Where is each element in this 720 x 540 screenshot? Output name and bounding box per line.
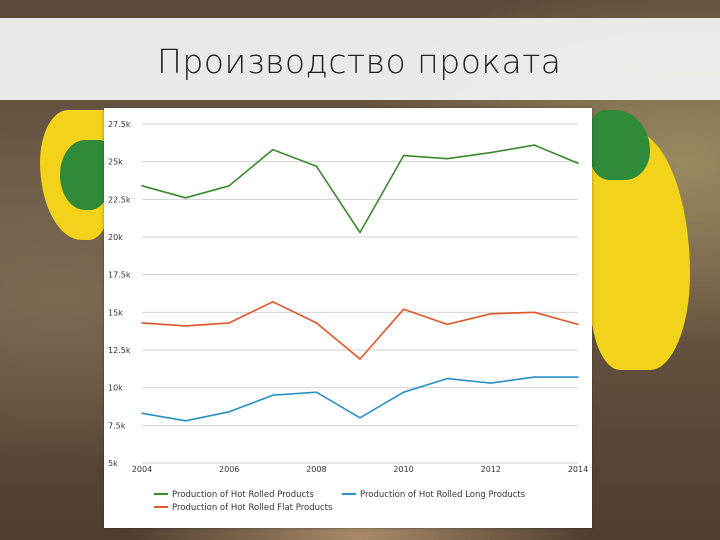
data-point (359, 358, 361, 360)
data-point (315, 165, 318, 167)
series-lines (141, 144, 579, 422)
data-point (490, 382, 492, 384)
data-point (184, 197, 187, 199)
data-point (402, 308, 405, 311)
line-chart: 5k 7.5k 10k 12.5k 15k 17.5k 20k 22.5k 25k 27.5k 2… (108, 120, 588, 513)
data-point (446, 323, 449, 326)
y-tick-label: 15k (108, 308, 123, 317)
data-point (533, 311, 536, 314)
x-tick-label: 2010 (393, 465, 413, 474)
x-tick-label: 2014 (568, 465, 588, 474)
legend-label: Production of Hot Rolled Long Products (360, 490, 526, 500)
x-tick-label: 2012 (481, 465, 501, 474)
data-point (272, 300, 274, 303)
data-point (446, 377, 449, 380)
data-point (446, 157, 449, 160)
data-point (184, 420, 187, 422)
data-point (228, 322, 230, 324)
series-line-0 (141, 144, 579, 234)
data-point (228, 184, 230, 187)
data-point (577, 323, 579, 326)
y-axis-ticks: 5k 7.5k 10k 12.5k 15k 17.5k 20k 22.5k 25k 27.5k (108, 120, 131, 468)
legend: Production of Hot Rolled Products Product… (154, 490, 526, 513)
y-tick-label: 27.5k (108, 120, 131, 129)
data-point (141, 322, 143, 324)
x-tick-label: 2006 (219, 465, 239, 474)
y-tick-label: 22.5k (108, 195, 131, 204)
data-point (315, 322, 318, 324)
x-axis-ticks: 2004 2006 2008 2010 2012 2014 (132, 465, 588, 474)
y-tick-label: 25k (108, 158, 123, 167)
data-point (359, 417, 361, 419)
data-point (533, 144, 536, 146)
y-tick-label: 10k (108, 384, 123, 393)
data-point (402, 391, 405, 393)
map-decoration-right-green (590, 110, 650, 180)
data-point (184, 325, 187, 327)
legend-label: Production of Hot Rolled Flat Products (172, 503, 333, 513)
data-point (315, 391, 318, 393)
legend-label: Production of Hot Rolled Products (172, 490, 314, 500)
series-line-1 (141, 376, 578, 422)
data-point (228, 410, 230, 413)
data-point (490, 151, 492, 154)
x-tick-label: 2008 (306, 465, 326, 474)
data-point (402, 154, 405, 157)
data-point (577, 376, 579, 378)
map-decoration-left-green (60, 140, 110, 210)
data-point (577, 162, 579, 164)
gridlines (142, 123, 578, 464)
chart-panel: 5k 7.5k 10k 12.5k 15k 17.5k 20k 22.5k 25k 27.5k 2… (104, 108, 592, 528)
data-point (272, 394, 274, 397)
data-point (533, 376, 536, 378)
data-point (272, 148, 274, 151)
slide-title: Производство проката (157, 42, 562, 81)
data-point (141, 412, 143, 415)
data-point (359, 231, 361, 234)
data-point (141, 184, 143, 187)
data-point (490, 313, 492, 315)
y-tick-label: 20k (108, 233, 123, 242)
y-tick-label: 7.5k (108, 421, 126, 430)
y-tick-label: 5k (108, 459, 118, 468)
y-tick-label: 17.5k (108, 271, 131, 280)
x-tick-label: 2004 (132, 465, 152, 474)
title-band (0, 18, 720, 100)
y-tick-label: 12.5k (108, 346, 131, 355)
